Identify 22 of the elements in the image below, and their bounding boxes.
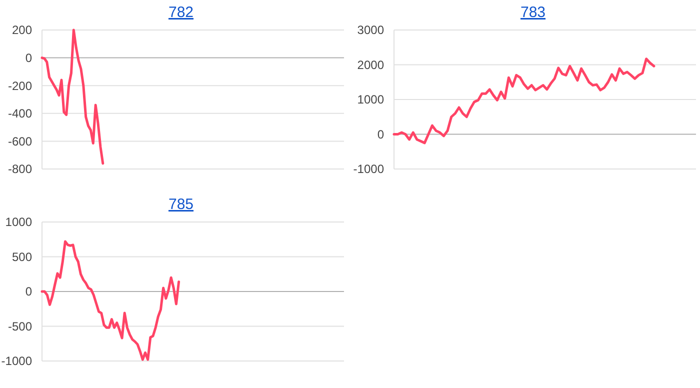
y-tick-label: 0 xyxy=(25,51,32,65)
y-tick-label: -800 xyxy=(8,162,32,176)
y-tick-label: 200 xyxy=(12,23,32,38)
y-tick-label: 1000 xyxy=(5,215,32,230)
y-tick-label: 0 xyxy=(377,127,384,142)
line-series xyxy=(392,58,656,144)
y-tick-label: 0 xyxy=(25,284,32,299)
y-tick-label: -500 xyxy=(8,319,32,334)
chart-title: 783 xyxy=(520,4,546,21)
y-tick-label: -1000 xyxy=(353,162,384,176)
y-tick-label: -1000 xyxy=(1,354,32,368)
y-tick-label: -400 xyxy=(8,106,32,121)
chart-title: 785 xyxy=(168,196,194,213)
line-series xyxy=(40,28,104,165)
y-tick-label: -600 xyxy=(8,134,32,148)
y-tick-label: 500 xyxy=(12,250,32,264)
y-tick-label: 2000 xyxy=(357,58,384,72)
chart-title: 782 xyxy=(168,4,194,21)
y-tick-label: -200 xyxy=(8,78,32,93)
y-tick-label: 1000 xyxy=(357,92,384,107)
y-tick-label: 3000 xyxy=(357,23,384,38)
line-series xyxy=(40,240,180,361)
